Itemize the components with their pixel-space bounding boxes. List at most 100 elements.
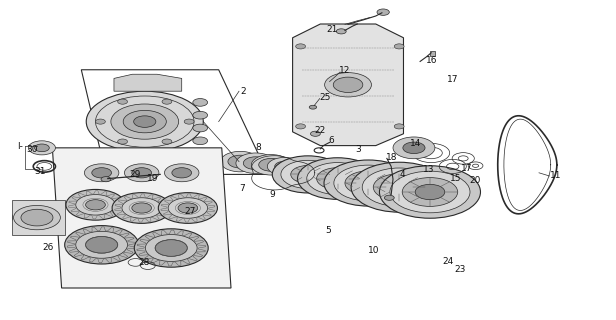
Text: 23: 23 [455, 265, 466, 274]
Text: 10: 10 [368, 246, 380, 255]
Circle shape [309, 105, 317, 109]
Circle shape [34, 144, 49, 152]
Circle shape [134, 229, 208, 267]
Text: 17: 17 [447, 75, 459, 84]
Circle shape [333, 77, 363, 92]
Circle shape [155, 240, 187, 256]
Circle shape [336, 29, 346, 34]
Circle shape [132, 168, 152, 178]
Polygon shape [430, 51, 435, 56]
Polygon shape [114, 74, 182, 91]
Circle shape [377, 9, 389, 15]
Text: 19: 19 [147, 174, 158, 183]
Circle shape [118, 99, 128, 104]
Text: I-: I- [17, 142, 23, 151]
Polygon shape [52, 148, 231, 288]
Circle shape [310, 131, 320, 136]
Circle shape [259, 158, 283, 171]
Circle shape [66, 189, 125, 220]
Circle shape [193, 111, 208, 119]
Circle shape [243, 157, 268, 170]
Polygon shape [12, 200, 65, 235]
Circle shape [275, 161, 294, 172]
Text: 30: 30 [26, 145, 38, 154]
Circle shape [307, 163, 368, 195]
Text: 22: 22 [314, 126, 325, 135]
Circle shape [168, 198, 208, 218]
Circle shape [112, 193, 171, 223]
Circle shape [403, 142, 425, 154]
Circle shape [345, 171, 392, 195]
Text: 8: 8 [256, 143, 261, 152]
Circle shape [92, 168, 111, 178]
Text: 28: 28 [139, 258, 150, 267]
Circle shape [178, 203, 198, 213]
Text: 24: 24 [442, 257, 453, 266]
Circle shape [324, 160, 413, 206]
Text: 20: 20 [469, 176, 480, 185]
Circle shape [325, 73, 371, 97]
Circle shape [402, 178, 458, 206]
Text: 25: 25 [319, 93, 330, 102]
Circle shape [251, 155, 291, 175]
Circle shape [132, 203, 152, 213]
Text: 18: 18 [386, 153, 398, 162]
Text: 27: 27 [185, 207, 196, 216]
Text: 12: 12 [339, 66, 350, 75]
Circle shape [86, 91, 203, 152]
Circle shape [296, 44, 306, 49]
Circle shape [193, 124, 208, 132]
Polygon shape [293, 24, 403, 146]
Circle shape [280, 160, 312, 176]
Circle shape [386, 180, 413, 194]
Circle shape [184, 119, 194, 124]
Circle shape [272, 156, 344, 193]
Circle shape [356, 177, 381, 189]
Circle shape [267, 157, 302, 175]
Circle shape [298, 158, 378, 199]
Circle shape [111, 104, 179, 139]
Text: 3: 3 [355, 145, 360, 154]
Circle shape [162, 139, 172, 144]
Text: 9: 9 [270, 190, 275, 199]
Circle shape [124, 164, 159, 182]
Circle shape [14, 205, 60, 230]
Circle shape [95, 119, 105, 124]
Text: 7: 7 [239, 184, 245, 193]
Text: 2: 2 [240, 87, 246, 96]
Circle shape [28, 141, 55, 155]
Circle shape [299, 170, 317, 179]
Circle shape [122, 198, 161, 218]
Circle shape [296, 124, 306, 129]
Circle shape [76, 231, 128, 258]
Circle shape [86, 200, 105, 210]
Circle shape [193, 137, 208, 145]
Circle shape [384, 195, 394, 200]
Circle shape [145, 235, 197, 261]
Circle shape [334, 165, 403, 201]
Circle shape [236, 153, 275, 173]
Circle shape [158, 193, 217, 223]
Circle shape [84, 164, 119, 182]
Circle shape [291, 165, 325, 183]
Circle shape [394, 44, 404, 49]
Text: 13: 13 [423, 165, 434, 174]
Text: 31: 31 [34, 167, 46, 176]
Circle shape [172, 168, 192, 178]
Circle shape [118, 139, 128, 144]
Text: 15: 15 [450, 174, 461, 183]
Circle shape [12, 205, 62, 230]
Circle shape [134, 116, 156, 127]
Circle shape [390, 171, 470, 213]
Text: 21: 21 [326, 25, 338, 34]
Text: 26: 26 [42, 244, 53, 252]
Circle shape [21, 209, 53, 226]
Circle shape [86, 236, 118, 253]
Text: 4: 4 [399, 170, 405, 179]
Circle shape [281, 160, 335, 188]
Circle shape [101, 177, 111, 182]
Circle shape [162, 99, 172, 104]
Text: 29: 29 [129, 170, 140, 179]
Text: 5: 5 [325, 226, 331, 235]
Circle shape [415, 184, 445, 200]
